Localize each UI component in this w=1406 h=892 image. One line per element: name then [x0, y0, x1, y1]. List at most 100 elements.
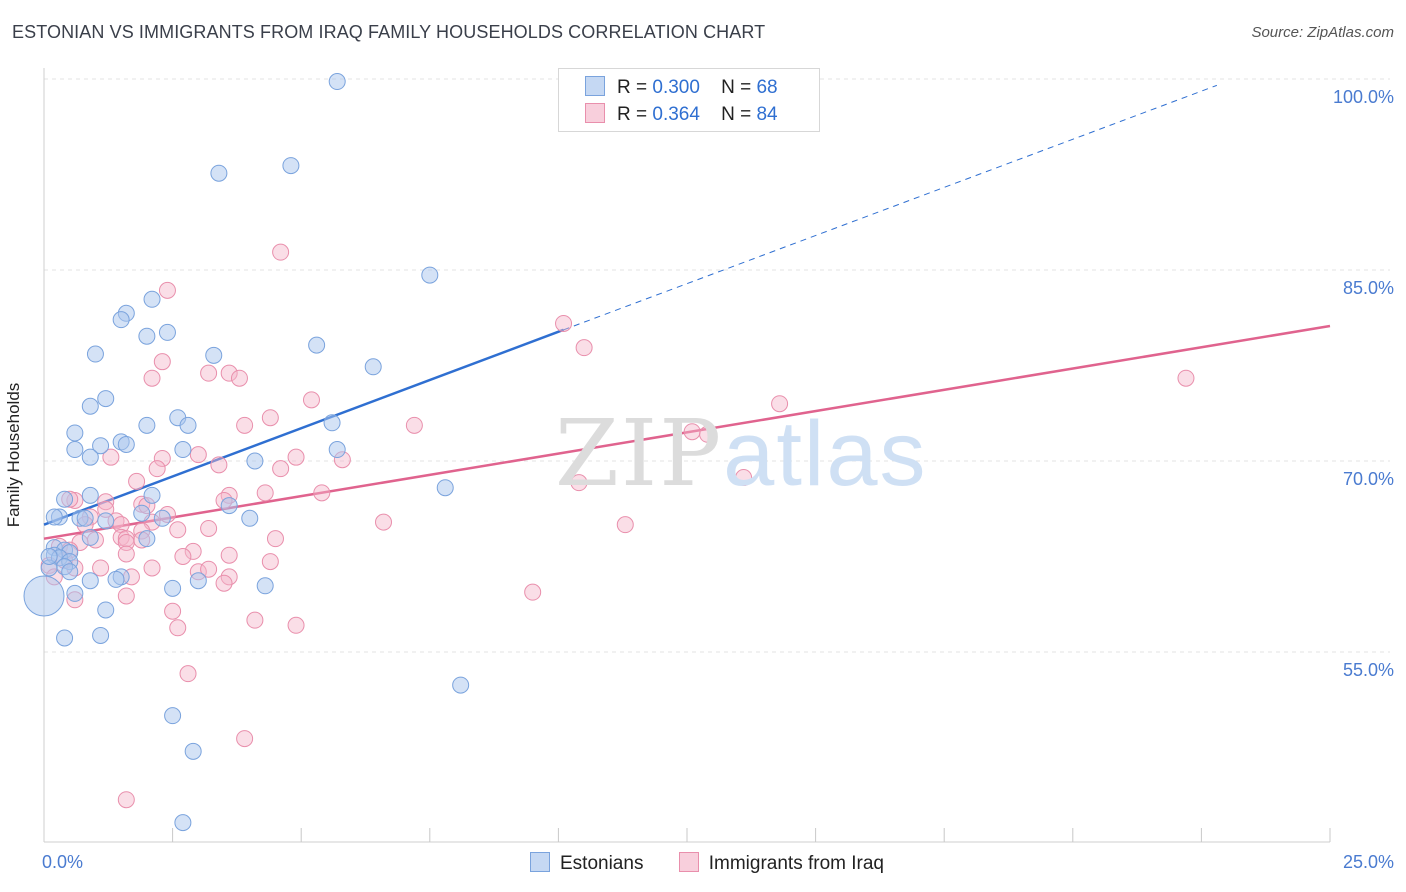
iraq-point: [771, 395, 789, 413]
iraq-point: [220, 546, 238, 564]
chart-title: ESTONIAN VS IMMIGRANTS FROM IRAQ FAMILY …: [12, 22, 766, 42]
estonians-point: [138, 530, 156, 548]
iraq-point: [200, 364, 218, 382]
iraq-point: [102, 448, 120, 466]
legend-label-iraq: Immigrants from Iraq: [708, 853, 884, 874]
y-tick-label: 100.0%: [1332, 87, 1394, 107]
iraq-point: [735, 469, 753, 487]
legend-swatch-pink: [585, 103, 605, 123]
estonians-point: [56, 490, 74, 508]
watermark: ZIPatlas: [555, 400, 928, 507]
iraq-point: [524, 583, 542, 601]
iraq-point: [153, 449, 171, 467]
estonians-point: [241, 509, 259, 527]
estonians-point: [452, 676, 470, 694]
x-tick-label: 25.0%: [1342, 852, 1394, 872]
iraq-point: [117, 791, 135, 809]
y-axis-label: Family Households: [4, 382, 23, 528]
estonians-point: [56, 629, 74, 647]
estonians-point: [81, 528, 99, 546]
iraq-point: [164, 602, 182, 620]
iraq-point: [200, 519, 218, 537]
estonians-point: [45, 508, 63, 526]
iraq-point: [256, 484, 274, 502]
iraq-point: [158, 281, 176, 299]
estonians-point: [97, 390, 115, 408]
iraq-point: [179, 665, 197, 683]
estonians-point: [61, 563, 79, 581]
estonians-point: [189, 572, 207, 590]
iraq-point: [272, 243, 290, 261]
estonians-point: [164, 707, 182, 725]
estonians-point: [76, 509, 94, 527]
iraq-point: [261, 409, 279, 427]
iraq-point: [246, 611, 264, 629]
x-tick-label: 0.0%: [42, 852, 84, 872]
iraq-point: [153, 353, 171, 371]
estonians-point: [174, 441, 192, 459]
iraq-point: [189, 446, 207, 464]
estonians-point: [328, 73, 346, 91]
correlation-legend: R = 0.300 N = 68 R = 0.364 N = 84: [558, 68, 820, 132]
iraq-point: [143, 369, 161, 387]
legend-swatch-blue: [530, 852, 550, 872]
iraq-point: [128, 472, 146, 490]
legend-n-label: N =: [721, 104, 752, 125]
iraq-point: [174, 548, 192, 565]
estonians-point: [92, 437, 110, 455]
estonians-point: [220, 497, 238, 515]
estonians-point: [308, 336, 326, 354]
estonians-point: [143, 290, 161, 308]
estonians-point: [421, 266, 439, 284]
grid-lines: [44, 78, 1390, 653]
legend-label-estonians: Estonians: [560, 853, 644, 874]
iraq-point: [1177, 369, 1195, 387]
estonians-point: [205, 346, 223, 364]
iraq-point: [287, 616, 305, 634]
estonians-point: [92, 626, 110, 644]
estonians-point: [81, 572, 99, 590]
series-legend: Estonians Immigrants from Iraq: [530, 852, 914, 875]
legend-item-iraq: Immigrants from Iraq: [678, 852, 884, 875]
legend-n-value: 68: [756, 77, 778, 98]
legend-item-estonians: Estonians: [530, 852, 643, 875]
iraq-point: [117, 587, 135, 605]
iraq-point: [215, 574, 233, 592]
estonians-point: [81, 486, 99, 504]
watermark-zip: ZIP: [555, 400, 724, 507]
legend-n-label: N =: [721, 77, 752, 98]
iraq-point: [555, 314, 573, 332]
estonians-point: [179, 416, 197, 434]
estonians-point: [153, 509, 171, 527]
estonians-point: [66, 424, 84, 442]
estonians-point: [97, 601, 115, 619]
estonians-point: [66, 584, 84, 602]
estonians-point: [174, 814, 192, 832]
estonians-point: [164, 579, 182, 597]
iraq-point: [575, 339, 593, 357]
estonians-point: [328, 441, 346, 459]
iraq-point: [405, 416, 423, 434]
estonians-point: [282, 157, 300, 175]
iraq-point: [143, 559, 161, 577]
iraq-point: [266, 530, 284, 548]
legend-r-value: 0.300: [652, 77, 700, 98]
estonians-point: [66, 441, 84, 459]
iraq-point: [570, 474, 588, 492]
estonians-point: [107, 570, 125, 588]
estonians-point: [364, 358, 382, 376]
iraq-point: [230, 369, 248, 387]
y-tick-label: 55.0%: [1342, 660, 1394, 680]
legend-row-iraq: R = 0.364 N = 84: [585, 103, 778, 125]
iraq-point: [236, 730, 254, 748]
iraq-point: [169, 619, 187, 637]
legend-r-label: R =: [617, 104, 648, 125]
series-estonians-points: [23, 73, 470, 832]
estonians-point: [184, 742, 202, 760]
y-tick-label: 70.0%: [1342, 469, 1394, 489]
legend-swatch-blue: [585, 76, 605, 96]
series-iraq-points: [40, 243, 1195, 809]
watermark-atlas: atlas: [723, 403, 928, 505]
estonians-point: [81, 448, 99, 466]
